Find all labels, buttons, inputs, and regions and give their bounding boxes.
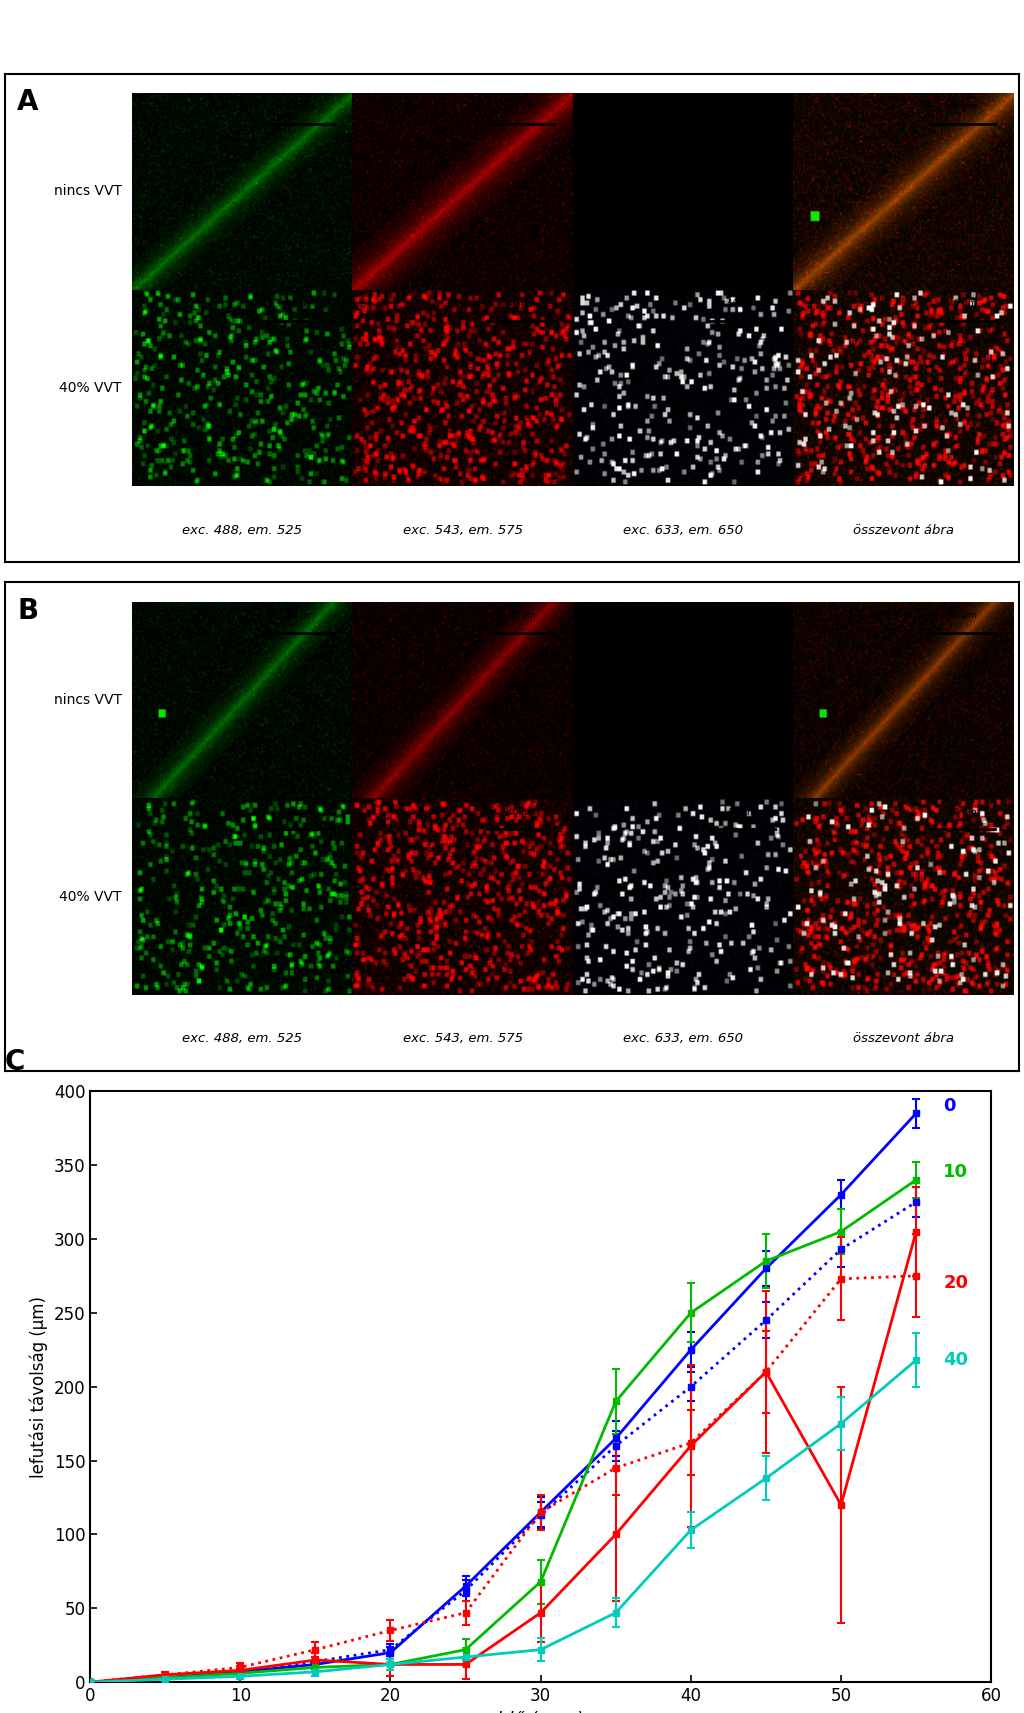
Text: 40 μm: 40 μm	[727, 612, 756, 620]
Text: 10: 10	[943, 1163, 968, 1182]
Text: 40 μm: 40 μm	[286, 103, 315, 111]
Text: exc. 633, em. 650: exc. 633, em. 650	[623, 1033, 743, 1045]
Text: nincs VVT: nincs VVT	[53, 185, 122, 199]
Text: 0: 0	[943, 1096, 955, 1115]
Text: 40% VVT: 40% VVT	[59, 380, 122, 396]
Text: 40 μm: 40 μm	[727, 809, 756, 817]
X-axis label: idő (perc): idő (perc)	[498, 1711, 584, 1713]
Text: 40 μm: 40 μm	[947, 612, 976, 620]
Y-axis label: lefutási távolság (μm): lefutási távolság (μm)	[30, 1295, 48, 1478]
Text: összevont ábra: összevont ábra	[853, 1033, 954, 1045]
Text: 40 μm: 40 μm	[507, 300, 536, 308]
Text: 40 μm: 40 μm	[727, 300, 756, 308]
Text: exc. 543, em. 575: exc. 543, em. 575	[402, 524, 522, 536]
Text: 40 μm: 40 μm	[947, 103, 976, 111]
Text: nincs VVT: nincs VVT	[53, 694, 122, 707]
Text: B: B	[17, 598, 39, 625]
Text: 20: 20	[943, 1274, 968, 1292]
Text: összevont ábra: összevont ábra	[853, 524, 954, 536]
Text: 40 μm: 40 μm	[947, 300, 976, 308]
Text: 40 μm: 40 μm	[286, 612, 315, 620]
Text: 40 μm: 40 μm	[947, 809, 976, 817]
Text: 40 μm: 40 μm	[286, 809, 315, 817]
Text: A: A	[17, 89, 39, 116]
Text: exc. 488, em. 525: exc. 488, em. 525	[182, 1033, 302, 1045]
Text: 40 μm: 40 μm	[507, 103, 536, 111]
Text: 40% VVT: 40% VVT	[59, 889, 122, 904]
Text: C: C	[4, 1048, 25, 1076]
Text: 40 μm: 40 μm	[727, 103, 756, 111]
Text: exc. 488, em. 525: exc. 488, em. 525	[182, 524, 302, 536]
Text: exc. 633, em. 650: exc. 633, em. 650	[623, 524, 743, 536]
Text: 40 μm: 40 μm	[507, 809, 536, 817]
Text: 40: 40	[943, 1352, 968, 1369]
Text: 40 μm: 40 μm	[507, 612, 536, 620]
Text: exc. 543, em. 575: exc. 543, em. 575	[402, 1033, 522, 1045]
Text: 40 μm: 40 μm	[286, 300, 315, 308]
